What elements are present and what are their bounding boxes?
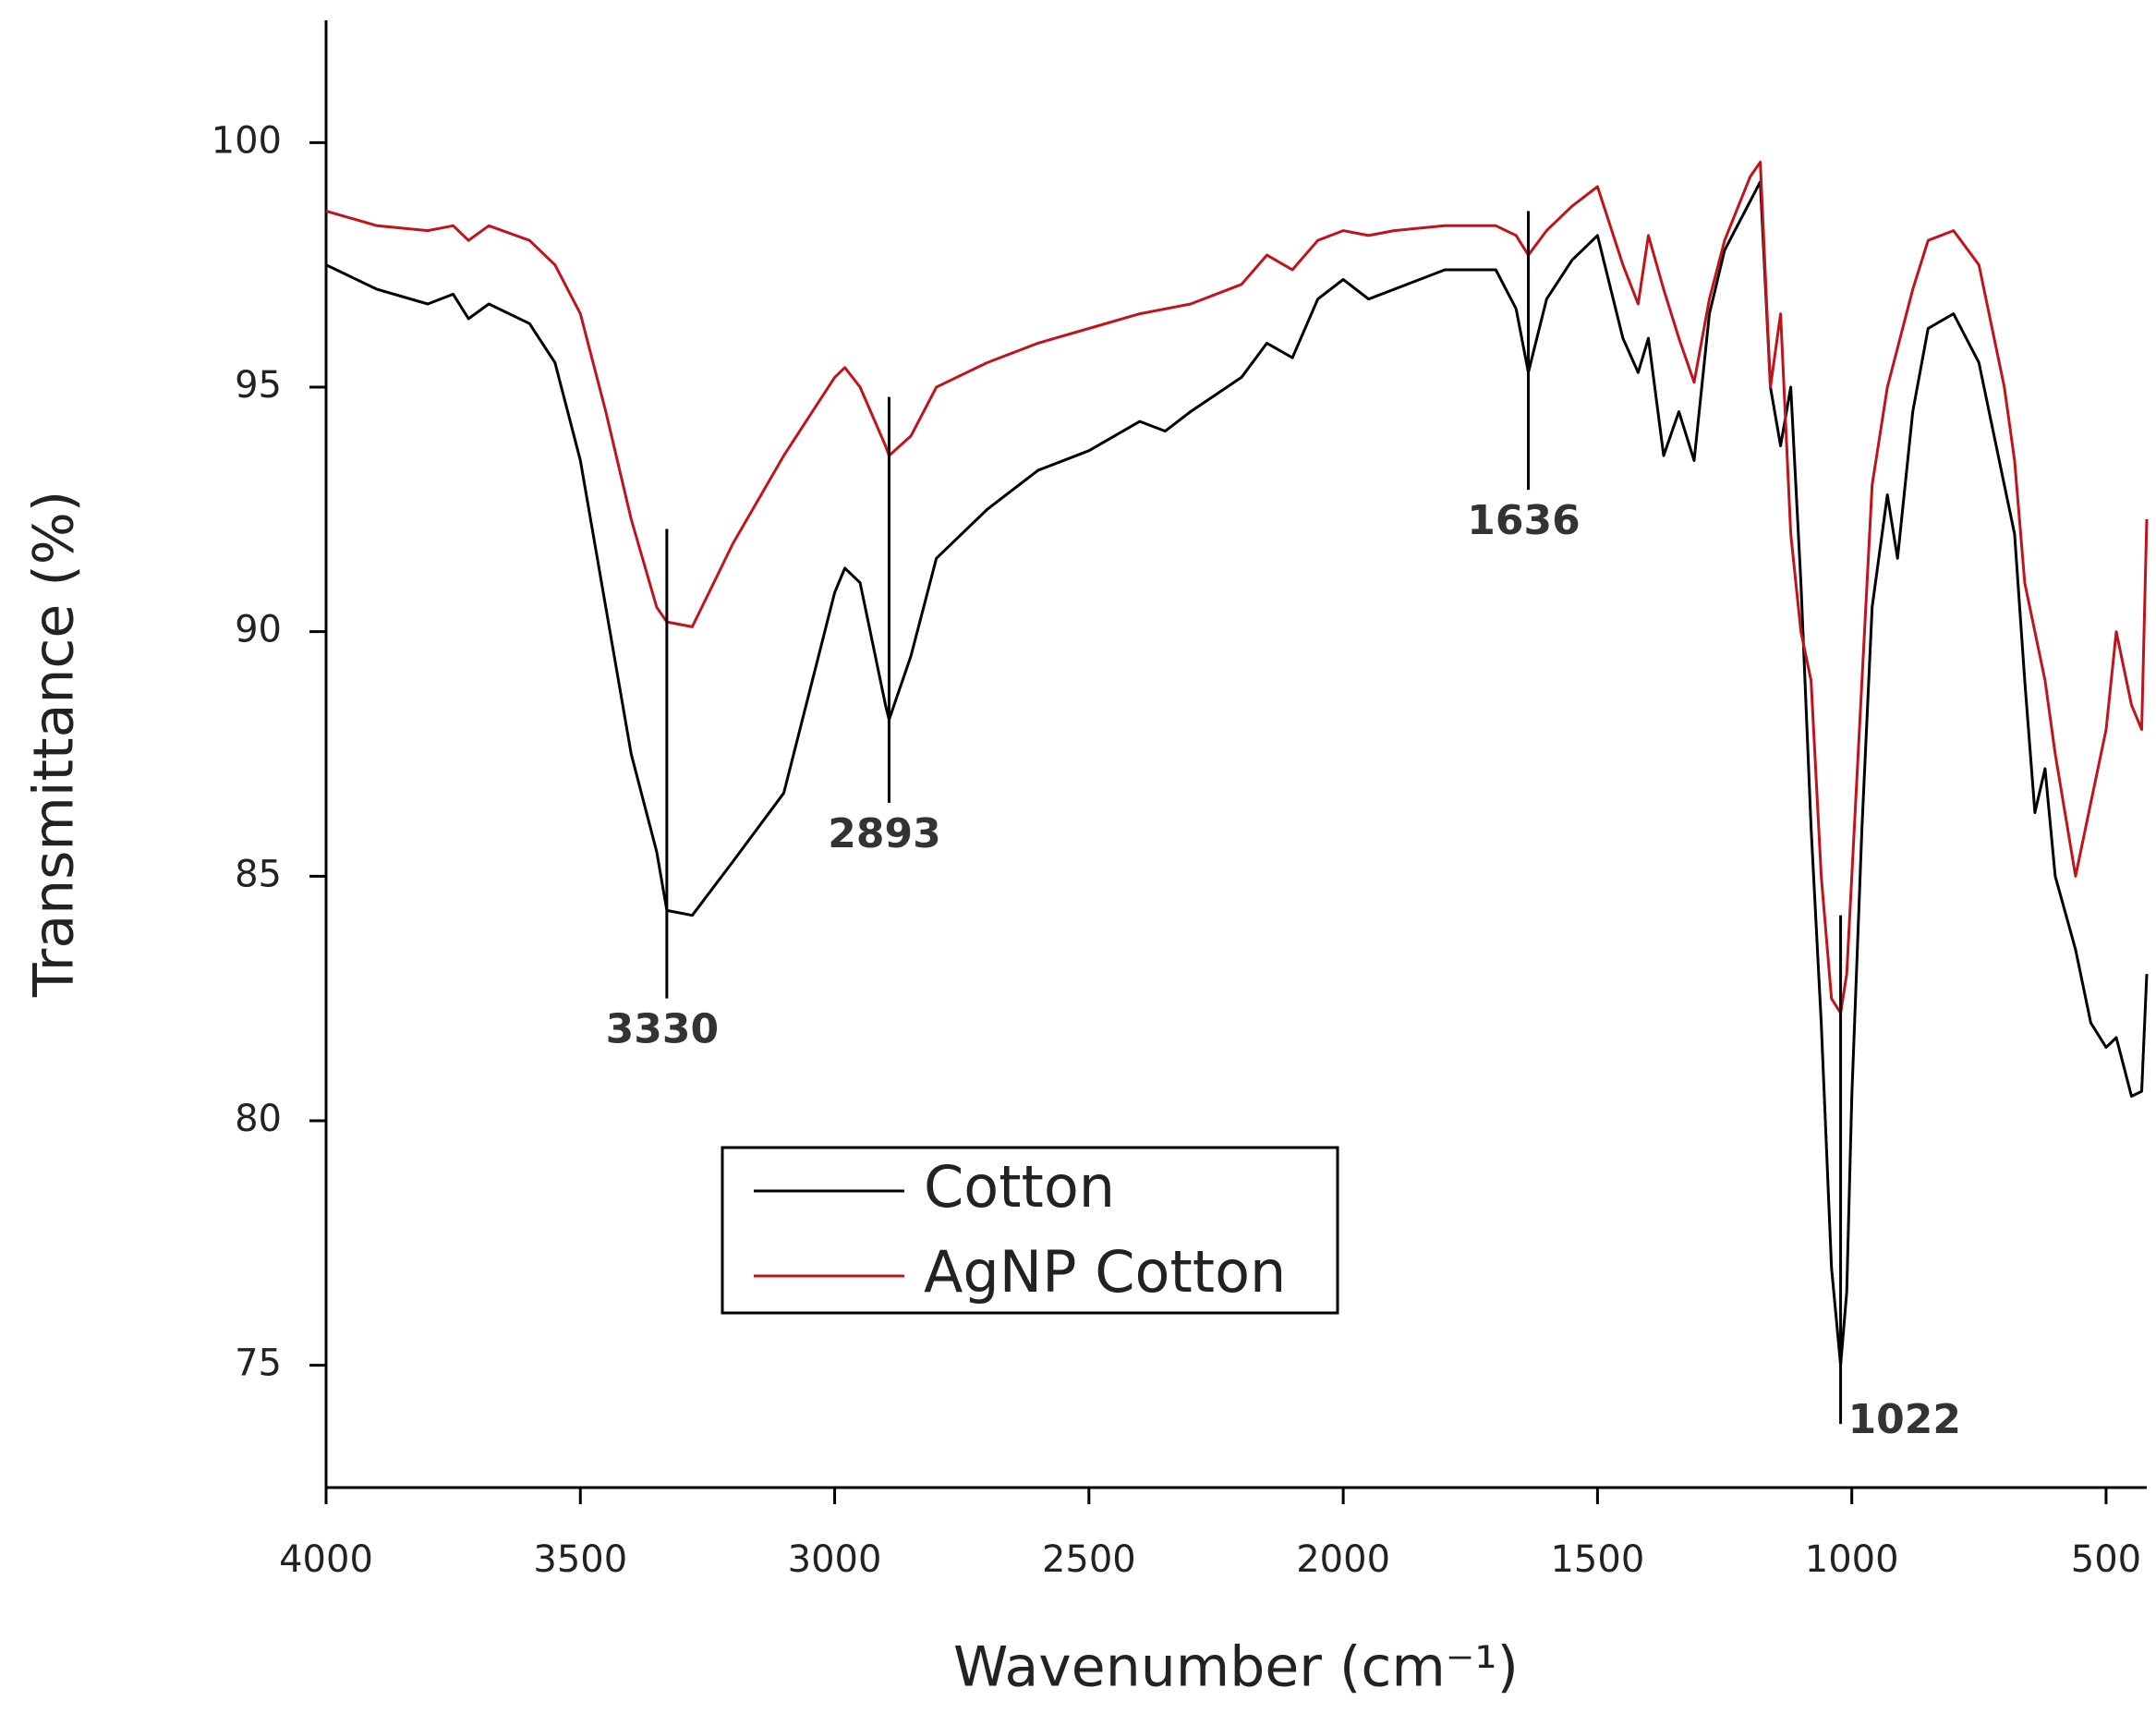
legend-label: Cotton [924, 1153, 1115, 1221]
x-tick-label: 2500 [1042, 1538, 1136, 1581]
x-tick-label: 1500 [1550, 1538, 1644, 1581]
annotation-label: 2893 [828, 810, 940, 857]
y-tick-label: 80 [235, 1098, 282, 1140]
legend-box [721, 1146, 1339, 1315]
x-tick-label: 500 [2071, 1538, 2141, 1581]
x-tick-label: 2000 [1296, 1538, 1390, 1581]
series-line [325, 161, 2149, 1014]
legend-label: AgNP Cotton [924, 1238, 1286, 1306]
x-axis-title: Wavenumber (cm⁻¹) [953, 1635, 1519, 1700]
y-tick-label: 90 [235, 609, 282, 651]
annotation-label: 1022 [1848, 1396, 1961, 1443]
x-tick-label: 3500 [533, 1538, 627, 1581]
x-tick-label: 4000 [279, 1538, 373, 1581]
annotation-label: 3330 [606, 1006, 719, 1053]
y-tick-label: 100 [212, 119, 282, 162]
annotation-label: 1636 [1467, 497, 1580, 544]
y-tick-label: 85 [235, 853, 282, 895]
y-tick-label: 95 [235, 364, 282, 407]
x-tick-label: 3000 [788, 1538, 882, 1581]
y-axis-title: Transmittance (%) [22, 491, 87, 998]
series-line [325, 180, 2149, 1367]
x-tick-label: 1000 [1805, 1538, 1899, 1581]
y-tick-label: 75 [235, 1342, 282, 1385]
